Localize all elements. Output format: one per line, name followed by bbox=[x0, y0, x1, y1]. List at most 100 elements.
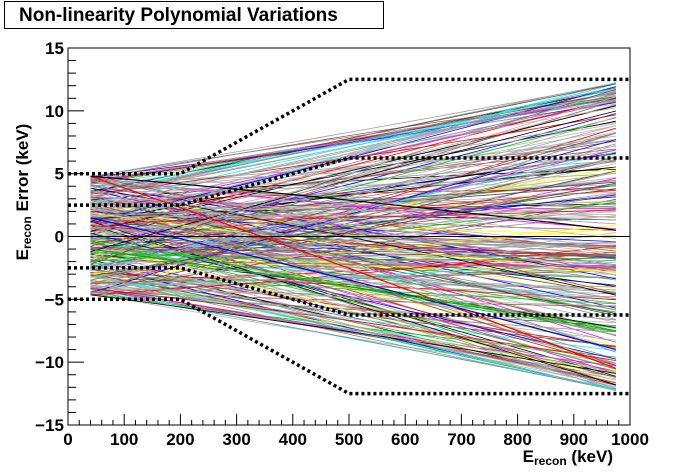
variation-curve bbox=[90, 105, 616, 232]
variation-curve bbox=[90, 274, 616, 385]
variation-curve bbox=[90, 132, 617, 269]
variation-curve bbox=[90, 135, 616, 208]
variation-curve bbox=[90, 266, 616, 283]
variation-curve bbox=[90, 215, 617, 386]
variation-curve bbox=[90, 294, 616, 374]
x-tick-label: 600 bbox=[391, 430, 419, 449]
variation-curve bbox=[90, 209, 616, 223]
variation-curve bbox=[90, 201, 616, 263]
variation-curve bbox=[90, 226, 616, 266]
x-tick-label: 0 bbox=[63, 430, 72, 449]
variation-curve bbox=[90, 100, 616, 182]
y-axis-label: Erecon Error (keV) bbox=[13, 124, 34, 261]
variation-curve bbox=[90, 215, 616, 274]
x-tick-label: 200 bbox=[166, 430, 194, 449]
variation-curve bbox=[90, 212, 616, 274]
variation-curve bbox=[90, 87, 616, 199]
variation-curve bbox=[90, 184, 616, 208]
highlighted-curve bbox=[90, 175, 616, 231]
variation-curve bbox=[90, 110, 616, 252]
axes: 0 100 200 300 400 500 600 700 800 900 1000−15−10−5… bbox=[35, 39, 649, 449]
variation-curve bbox=[90, 99, 616, 178]
highlighted-curve bbox=[90, 217, 617, 351]
variation-curve bbox=[90, 153, 616, 224]
variation-curve bbox=[90, 244, 616, 256]
variation-curve bbox=[90, 280, 616, 321]
x-tick-label: 300 bbox=[222, 430, 250, 449]
variation-curve bbox=[90, 233, 616, 378]
variation-curve bbox=[90, 123, 616, 212]
variation-curve bbox=[90, 275, 616, 391]
variation-curve bbox=[90, 195, 616, 221]
variation-curve bbox=[90, 221, 616, 286]
chart-title: Non-linearity Polynomial Variations bbox=[4, 1, 384, 29]
variation-curve bbox=[90, 175, 616, 294]
variation-curve bbox=[90, 177, 616, 239]
x-tick-label: 500 bbox=[335, 430, 363, 449]
variation-curve bbox=[90, 116, 617, 275]
variation-curve bbox=[90, 228, 617, 369]
variation-curve bbox=[90, 190, 616, 254]
envelope-inner-lower bbox=[68, 266, 630, 317]
variation-curve bbox=[90, 216, 616, 229]
variation-curve bbox=[90, 160, 616, 237]
variation-curves bbox=[90, 82, 617, 392]
variation-curve bbox=[90, 86, 616, 205]
x-axis-label: Erecon (keV) bbox=[523, 447, 613, 468]
variation-curve bbox=[90, 276, 616, 372]
y-tick-label: 0 bbox=[55, 228, 64, 247]
variation-curve bbox=[90, 205, 616, 281]
variation-curve bbox=[90, 173, 616, 193]
variation-curve bbox=[90, 211, 616, 254]
variation-curve bbox=[90, 208, 616, 277]
error-envelopes bbox=[68, 77, 630, 396]
variation-curve bbox=[90, 225, 616, 256]
y-tick-label: 15 bbox=[45, 39, 64, 58]
variation-curve bbox=[90, 127, 617, 294]
variation-curve bbox=[90, 197, 616, 250]
variation-curve bbox=[90, 288, 616, 389]
variation-curve bbox=[90, 291, 616, 307]
x-tick-label: 800 bbox=[503, 430, 531, 449]
variation-curve bbox=[90, 248, 616, 256]
variation-curve bbox=[90, 255, 616, 391]
y-tick-label: 5 bbox=[55, 165, 64, 184]
variation-curve bbox=[90, 241, 616, 288]
variation-curve bbox=[90, 249, 616, 257]
variation-curve bbox=[90, 83, 616, 177]
variation-curve bbox=[90, 198, 616, 292]
variation-curve bbox=[90, 157, 616, 271]
variation-curve bbox=[90, 114, 616, 195]
variation-curve bbox=[90, 181, 616, 219]
y-tick-label: 10 bbox=[45, 102, 64, 121]
y-tick-label: −10 bbox=[35, 353, 64, 372]
variation-curve bbox=[90, 239, 616, 329]
variation-curve bbox=[90, 107, 616, 204]
variation-curve bbox=[90, 252, 616, 261]
envelope-inner-upper bbox=[68, 156, 630, 207]
variation-curve bbox=[90, 288, 616, 378]
variation-curve bbox=[90, 86, 617, 222]
variation-curve bbox=[90, 287, 616, 297]
variation-curve bbox=[90, 206, 616, 311]
x-tick-label: 1000 bbox=[611, 430, 649, 449]
variation-curve bbox=[90, 177, 616, 230]
variation-curve bbox=[90, 202, 617, 366]
variation-curve bbox=[90, 139, 617, 294]
x-tick-label: 700 bbox=[447, 430, 475, 449]
variation-curve bbox=[90, 208, 617, 364]
variation-curve bbox=[90, 228, 616, 248]
variation-curve bbox=[90, 214, 616, 217]
variation-curve bbox=[90, 92, 616, 184]
variation-curve bbox=[90, 269, 616, 348]
variation-curve bbox=[90, 160, 616, 281]
variation-curve bbox=[90, 191, 616, 217]
envelope-outer-upper bbox=[68, 77, 630, 176]
highlighted-curve bbox=[90, 248, 617, 332]
x-tick-label: 900 bbox=[560, 430, 588, 449]
x-tick-label: 100 bbox=[110, 430, 138, 449]
x-tick-label: 400 bbox=[279, 430, 307, 449]
variation-curve bbox=[90, 97, 616, 233]
variation-curve bbox=[90, 287, 616, 367]
